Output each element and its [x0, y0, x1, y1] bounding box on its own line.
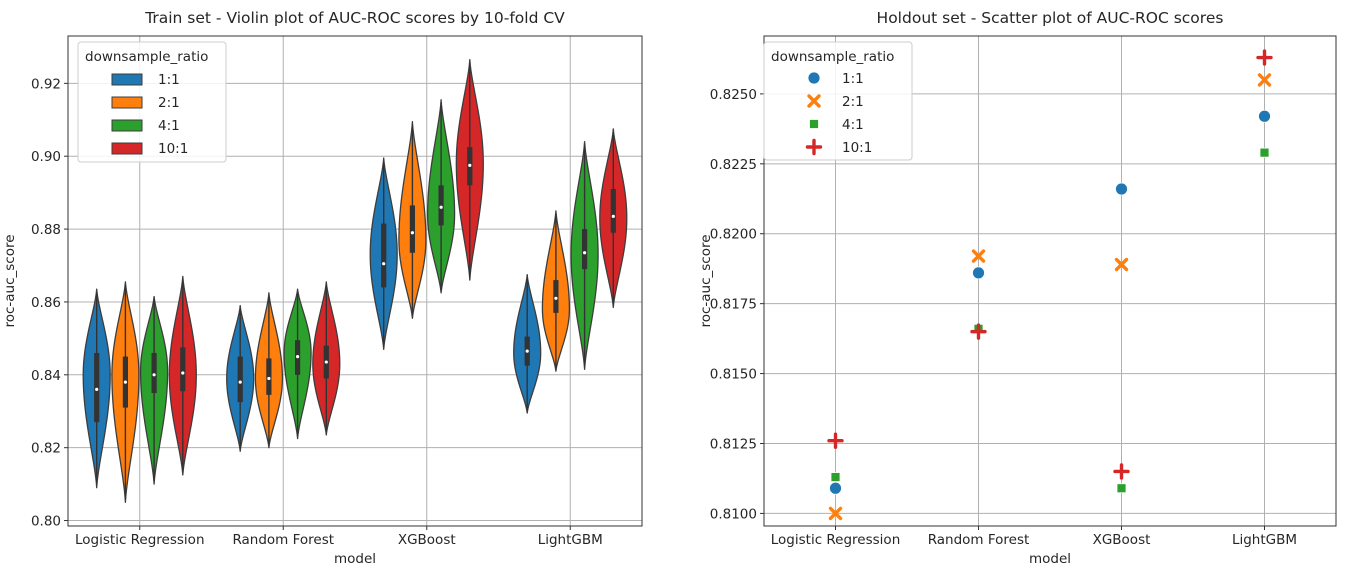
violin-iqr-box — [237, 356, 243, 403]
legend-label: 2:1 — [842, 94, 864, 110]
violin-iqr-box — [94, 352, 100, 423]
violin-median-point — [439, 205, 443, 209]
point-2-1-1 — [971, 249, 986, 263]
point-1-1-0 — [829, 481, 842, 495]
violin-iqr-box — [151, 352, 157, 394]
legend-label: 10:1 — [158, 141, 188, 157]
y-tick-label: 0.80 — [31, 514, 61, 530]
point-1-1-3 — [1258, 109, 1271, 123]
violin-iqr-box — [266, 358, 272, 395]
x-tick-label: XGBoost — [398, 532, 456, 548]
legend-title: downsample_ratio — [771, 49, 894, 65]
legend-swatch — [111, 119, 143, 132]
point-4-1-2 — [1116, 483, 1127, 494]
y-tick-label: 0.8200 — [710, 227, 757, 243]
point-4-1-3 — [1259, 147, 1270, 158]
x-tick-label: LightGBM — [538, 532, 603, 548]
x-tick-label: Random Forest — [928, 532, 1030, 548]
x-tick-label: Logistic Regression — [771, 532, 901, 548]
y-tick-label: 0.8225 — [710, 157, 757, 173]
point-2-1-3 — [1257, 73, 1272, 87]
violin-median-point — [181, 371, 185, 375]
violin-iqr-box — [409, 205, 415, 253]
legend-label: 4:1 — [158, 118, 180, 134]
violin-iqr-box — [582, 229, 588, 270]
y-tick-label: 0.86 — [31, 295, 61, 311]
y-tick-label: 0.8100 — [710, 506, 757, 522]
scatter-chart: 0.8100 0.8125 0.8150 0.8175 0.8200 0.8225 0.82… — [698, 9, 1337, 567]
violin-median-point — [410, 231, 414, 235]
legend-label: 2:1 — [158, 95, 180, 111]
violin-iqr-box — [381, 223, 387, 288]
plot-frame — [763, 35, 1337, 527]
x-tick-label: LightGBM — [1232, 532, 1297, 548]
chart-title: Train set - Violin plot of AUC-ROC score… — [144, 9, 565, 27]
violin-iqr-box — [610, 189, 616, 233]
legend-marker — [807, 94, 821, 108]
x-axis-label: model — [1029, 551, 1071, 567]
violin-iqr-box — [180, 347, 186, 392]
violin-iqr-box — [438, 185, 444, 226]
y-tick-label: 0.92 — [31, 76, 61, 92]
y-tick-label: 0.90 — [31, 149, 61, 165]
x-tick-label: Logistic Regression — [75, 532, 205, 548]
legend-marker — [805, 138, 823, 156]
legend-swatch — [111, 73, 143, 86]
violin-median-point — [152, 373, 156, 377]
legend-title: downsample_ratio — [85, 49, 208, 65]
legend: downsample_ratio 1:1 2:1 4:1 10:1 — [763, 41, 913, 161]
legend-box — [77, 41, 227, 163]
y-tick-label: 0.82 — [31, 441, 61, 457]
legend-label: 4:1 — [842, 117, 864, 133]
y-tick-label: 0.84 — [31, 368, 61, 384]
y-axis-label: roc-auc_score — [2, 234, 18, 327]
violin-median-point — [296, 354, 300, 359]
violin-iqr-box — [553, 280, 559, 313]
point-10-1-3 — [1256, 49, 1273, 66]
x-tick-label: XGBoost — [1093, 532, 1151, 548]
violin-median-point — [95, 387, 99, 391]
violin-median-point — [468, 163, 472, 167]
violin-median-point — [238, 380, 242, 384]
legend-marker — [809, 119, 819, 129]
y-tick-label: 0.8175 — [710, 297, 757, 313]
point-2-1-2 — [1114, 257, 1129, 272]
point-4-1-0 — [830, 472, 841, 482]
y-tick-label: 0.8150 — [710, 367, 757, 383]
violin-median-point — [382, 262, 386, 266]
plot-frame — [67, 35, 643, 527]
violin-median-point — [123, 380, 127, 384]
chart-title: Holdout set - Scatter plot of AUC-ROC sc… — [877, 9, 1224, 27]
legend-label: 1:1 — [158, 72, 180, 88]
y-tick-label: 0.8250 — [710, 87, 757, 103]
violin-marks — [82, 59, 628, 503]
legend-label: 10:1 — [842, 140, 872, 156]
violin-median-point — [554, 296, 558, 300]
violin-median-point — [611, 214, 615, 218]
violin-median-point — [267, 376, 271, 381]
legend-swatch — [111, 96, 143, 109]
point-10-1-2 — [1113, 463, 1130, 480]
legend: downsample_ratio 1:1 2:1 4:1 10:1 — [77, 41, 227, 163]
x-tick-label: Random Forest — [232, 532, 334, 548]
legend-label: 1:1 — [842, 71, 864, 87]
point-1-1-2 — [1115, 182, 1128, 196]
violin-chart: 0.80 0.82 0.84 0.86 0.88 0.90 0.92 Logistic Reg… — [2, 9, 643, 567]
violin-median-point — [324, 360, 328, 364]
scatter-marks — [827, 49, 1273, 521]
violin-median-point — [583, 251, 587, 255]
y-tick-label: 0.8125 — [710, 436, 757, 452]
x-axis-label: model — [334, 551, 376, 567]
y-tick-label: 0.88 — [31, 222, 61, 238]
violin-median-point — [525, 349, 529, 353]
point-10-1-1 — [970, 323, 987, 340]
point-10-1-0 — [827, 432, 844, 449]
legend-marker — [807, 71, 821, 85]
point-1-1-1 — [972, 266, 985, 280]
legend-box — [763, 41, 913, 161]
legend-swatch — [111, 142, 143, 155]
y-axis-label: roc-auc_score — [698, 234, 714, 327]
point-2-1-0 — [828, 506, 843, 521]
